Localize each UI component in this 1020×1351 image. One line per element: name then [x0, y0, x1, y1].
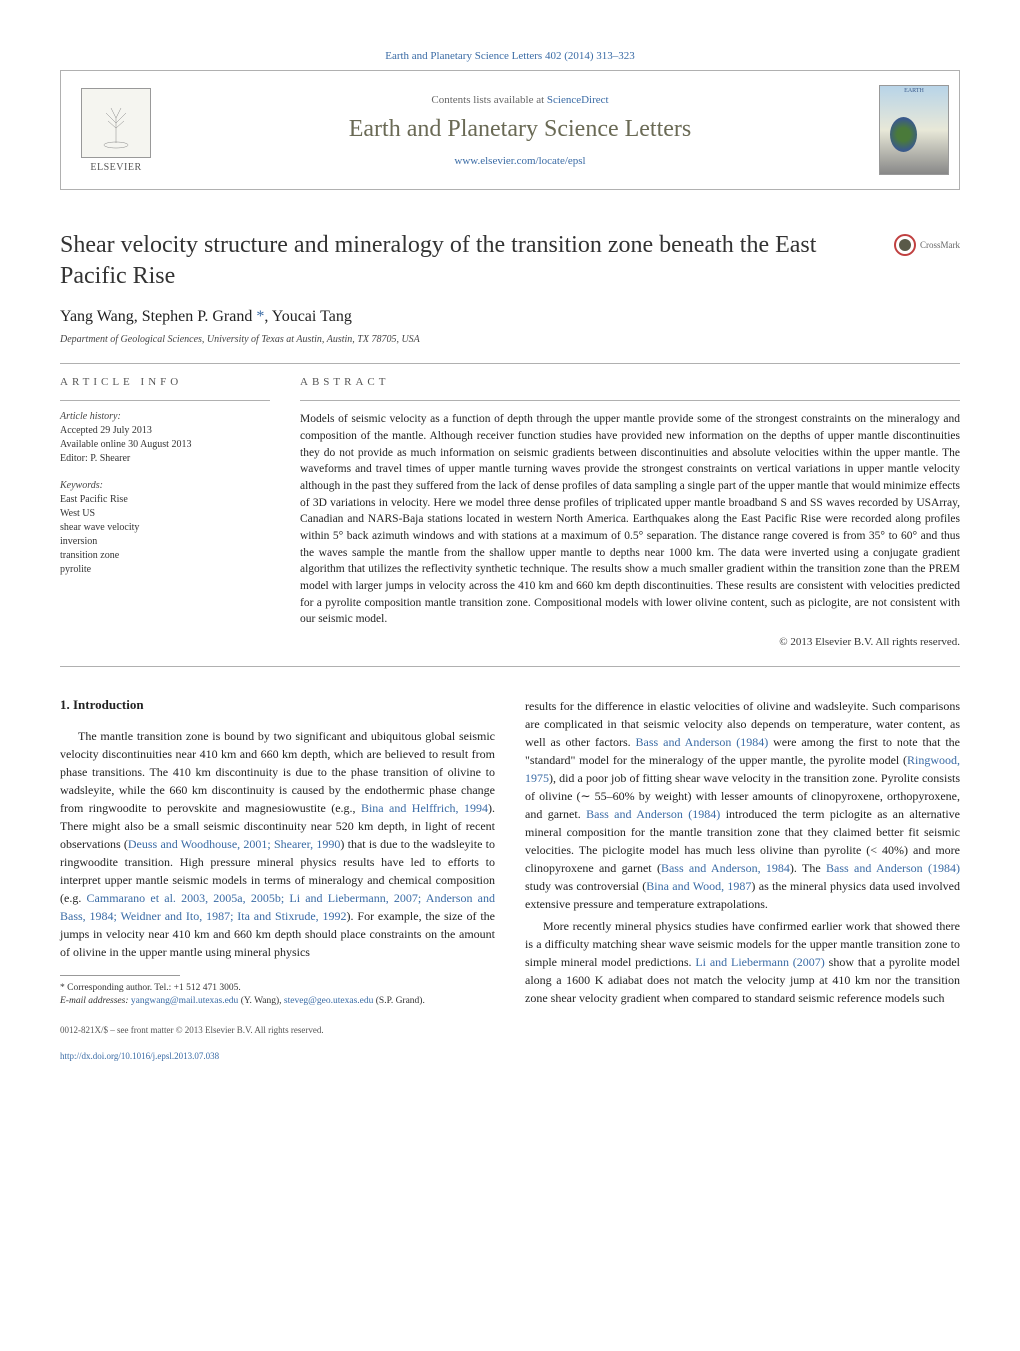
abstract-heading: ABSTRACT: [300, 376, 960, 388]
authors-text-2: , Youcai Tang: [264, 308, 351, 325]
crossmark-icon: [894, 234, 916, 256]
email-name: (S.P. Grand).: [373, 996, 424, 1006]
keywords-title: Keywords:: [60, 480, 270, 491]
divider: [60, 400, 270, 401]
divider: [60, 363, 960, 364]
crossmark-label: CrossMark: [920, 240, 960, 250]
body-column-left: 1. Introduction The mantle transition zo…: [60, 697, 495, 1061]
citation-link[interactable]: Li and Liebermann (2007): [695, 955, 824, 969]
body-text: study was controversial (: [525, 879, 646, 893]
contents-lists-line: Contents lists available at ScienceDirec…: [431, 94, 608, 106]
email-link-2[interactable]: steveg@geo.utexas.edu: [284, 996, 373, 1006]
citation-link[interactable]: Bass and Anderson (1984): [636, 735, 769, 749]
abstract-block: ABSTRACT Models of seismic velocity as a…: [300, 376, 960, 648]
keyword: shear wave velocity: [60, 521, 270, 535]
history-title: Article history:: [60, 411, 270, 422]
elsevier-tree-icon: [81, 88, 151, 158]
footnote-separator: [60, 975, 180, 976]
header-center: Contents lists available at ScienceDirec…: [171, 71, 869, 189]
email-footnote: E-mail addresses: yangwang@mail.utexas.e…: [60, 995, 495, 1008]
authors-text: Yang Wang, Stephen P. Grand: [60, 308, 252, 325]
abstract-copyright: © 2013 Elsevier B.V. All rights reserved…: [300, 636, 960, 648]
email-name: (Y. Wang),: [238, 996, 284, 1006]
sciencedirect-link[interactable]: ScienceDirect: [547, 94, 609, 106]
corresponding-mark: *: [252, 308, 264, 325]
cover-text: EARTH: [904, 88, 924, 94]
contents-prefix: Contents lists available at: [431, 94, 546, 106]
keyword: inversion: [60, 535, 270, 549]
journal-reference: Earth and Planetary Science Letters 402 …: [60, 50, 960, 62]
body-paragraph: More recently mineral physics studies ha…: [525, 917, 960, 1007]
journal-name: Earth and Planetary Science Letters: [349, 116, 692, 143]
crossmark-badge[interactable]: CrossMark: [894, 234, 960, 256]
keyword: pyrolite: [60, 563, 270, 577]
body-column-right: results for the difference in elastic ve…: [525, 697, 960, 1061]
history-online: Available online 30 August 2013: [60, 438, 270, 452]
article-info-heading: ARTICLE INFO: [60, 376, 270, 388]
journal-url-link[interactable]: www.elsevier.com/locate/epsl: [454, 155, 585, 167]
body-paragraph: results for the difference in elastic ve…: [525, 697, 960, 913]
email-label: E-mail addresses:: [60, 996, 131, 1006]
citation-link[interactable]: Bass and Anderson (1984): [586, 807, 720, 821]
divider: [300, 400, 960, 401]
journal-header-box: ELSEVIER Contents lists available at Sci…: [60, 70, 960, 190]
history-editor: Editor: P. Shearer: [60, 452, 270, 466]
citation-link[interactable]: Bass and Anderson, 1984: [661, 861, 790, 875]
keyword: West US: [60, 507, 270, 521]
citation-link[interactable]: Deuss and Woodhouse, 2001; Shearer, 1990: [128, 837, 340, 851]
publisher-name: ELSEVIER: [90, 162, 141, 173]
keyword: East Pacific Rise: [60, 493, 270, 507]
article-info-block: ARTICLE INFO Article history: Accepted 2…: [60, 376, 270, 648]
abstract-text: Models of seismic velocity as a function…: [300, 411, 960, 628]
citation-link[interactable]: Bass and Anderson (1984): [826, 861, 960, 875]
journal-cover-block: EARTH: [869, 71, 959, 189]
corresponding-footnote: * Corresponding author. Tel.: +1 512 471…: [60, 982, 495, 995]
doi-line: http://dx.doi.org/10.1016/j.epsl.2013.07…: [60, 1051, 495, 1061]
email-link-1[interactable]: yangwang@mail.utexas.edu: [131, 996, 238, 1006]
authors-line: Yang Wang, Stephen P. Grand *, Youcai Ta…: [60, 308, 960, 326]
citation-link[interactable]: Bina and Helffrich, 1994: [361, 801, 488, 815]
journal-cover-icon: EARTH: [879, 85, 949, 175]
citation-link[interactable]: Bina and Wood, 1987: [646, 879, 751, 893]
keyword: transition zone: [60, 549, 270, 563]
article-title: Shear velocity structure and mineralogy …: [60, 230, 879, 292]
body-text: ). The: [790, 861, 826, 875]
doi-link[interactable]: http://dx.doi.org/10.1016/j.epsl.2013.07…: [60, 1051, 219, 1061]
section-heading: 1. Introduction: [60, 697, 495, 713]
divider: [60, 666, 960, 667]
history-accepted: Accepted 29 July 2013: [60, 424, 270, 438]
affiliation: Department of Geological Sciences, Unive…: [60, 334, 960, 345]
issn-line: 0012-821X/$ – see front matter © 2013 El…: [60, 1025, 495, 1035]
body-paragraph: The mantle transition zone is bound by t…: [60, 727, 495, 961]
publisher-logo-block: ELSEVIER: [61, 71, 171, 189]
